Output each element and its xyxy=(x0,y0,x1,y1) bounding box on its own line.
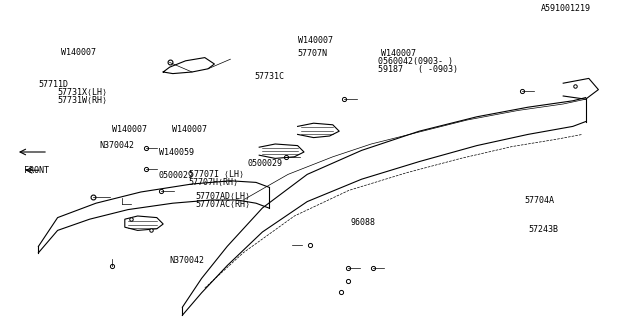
Text: A591001219: A591001219 xyxy=(541,4,591,12)
Text: W140007: W140007 xyxy=(298,36,333,44)
Text: 57711D: 57711D xyxy=(38,80,68,89)
Text: 0560042(0903- ): 0560042(0903- ) xyxy=(378,57,452,66)
Text: W140007: W140007 xyxy=(381,49,416,58)
Text: 0500029: 0500029 xyxy=(159,171,194,180)
Text: N370042: N370042 xyxy=(170,256,205,265)
Text: N370042: N370042 xyxy=(99,141,134,150)
Text: 0500029: 0500029 xyxy=(248,159,283,168)
Text: W140059: W140059 xyxy=(159,148,194,157)
Text: 57731C: 57731C xyxy=(255,72,285,81)
Text: 57243B: 57243B xyxy=(528,225,558,234)
Text: 57707H⟨RH⟩: 57707H⟨RH⟩ xyxy=(189,178,239,187)
Text: 57707N: 57707N xyxy=(298,49,328,58)
Text: FRONT: FRONT xyxy=(24,166,49,175)
Text: W140007: W140007 xyxy=(112,125,147,134)
Text: 59187   ( -0903): 59187 ( -0903) xyxy=(378,65,458,74)
Text: 57704A: 57704A xyxy=(525,196,555,205)
Text: 57707AC⟨RH⟩: 57707AC⟨RH⟩ xyxy=(195,200,250,209)
Text: W140007: W140007 xyxy=(172,125,207,134)
Text: 57707I ⟨LH⟩: 57707I ⟨LH⟩ xyxy=(189,170,244,179)
Text: 57731X⟨LH⟩: 57731X⟨LH⟩ xyxy=(58,88,108,97)
Text: 96088: 96088 xyxy=(351,218,376,227)
Text: 57707AD⟨LH⟩: 57707AD⟨LH⟩ xyxy=(195,192,250,201)
Text: 57731W⟨RH⟩: 57731W⟨RH⟩ xyxy=(58,96,108,105)
Text: W140007: W140007 xyxy=(61,48,96,57)
